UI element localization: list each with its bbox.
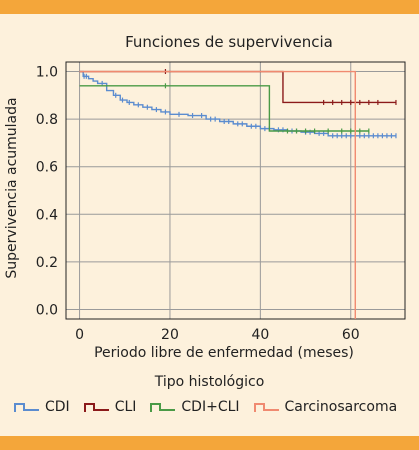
legend-swatch-carcinosarcoma <box>253 403 279 412</box>
legend-title: Tipo histológico <box>154 374 265 390</box>
top-accent-band <box>0 0 419 14</box>
y-tick-label: 0.2 <box>36 255 58 271</box>
plot-frame <box>65 61 406 320</box>
legend-item-carcinosarcoma: Carcinosarcoma <box>253 399 398 415</box>
bottom-accent-band <box>0 436 419 450</box>
series-line-cdi-cli <box>79 85 369 132</box>
legend-item-cli: CLI <box>83 399 137 415</box>
legend-item-cdi-cli: CDI+CLI <box>150 399 240 415</box>
y-axis-label: Supervivencia acumulada <box>4 97 20 278</box>
legend: CDI CLI CDI+CLI Carcinosarcoma <box>14 397 411 417</box>
y-tick-label: 0.0 <box>36 302 58 318</box>
series-layer <box>79 69 397 319</box>
y-tick-label: 0.4 <box>36 207 58 223</box>
legend-swatch-cdi-cli <box>150 403 176 412</box>
series-cdi <box>79 70 397 139</box>
y-tick-label: 0.8 <box>36 112 58 128</box>
x-tick-label: 40 <box>251 327 269 343</box>
chart-title: Funciones de supervivencia <box>125 33 333 51</box>
y-tick-label: 1.0 <box>36 65 58 81</box>
legend-label-cli: CLI <box>114 399 137 415</box>
x-axis-label: Periodo libre de enfermedad (meses) <box>94 345 354 361</box>
legend-label-cdi: CDI <box>45 399 70 415</box>
legend-item-cdi: CDI <box>14 399 70 415</box>
x-tick-label: 20 <box>161 327 179 343</box>
x-tick-label: 0 <box>75 327 84 343</box>
series-line-cli <box>79 70 396 104</box>
series-line-carcinosarcoma <box>79 70 356 319</box>
tick-labels: 0 20 40 60 0.0 0.2 0.4 0.6 0.8 1.0 <box>36 65 360 343</box>
series-carcinosarcoma <box>79 70 356 319</box>
y-tick-label: 0.6 <box>36 160 58 176</box>
series-cdi-cli <box>79 83 370 134</box>
legend-swatch-cli <box>83 403 109 412</box>
legend-label-cdi-cli: CDI+CLI <box>181 399 240 415</box>
legend-swatch-cdi <box>14 403 39 412</box>
legend-label-carcinosarcoma: Carcinosarcoma <box>284 399 398 415</box>
survival-chart: Funciones de supervivencia 0 20 40 60 0.0 0.2… <box>4 33 406 361</box>
x-tick-label: 60 <box>342 327 360 343</box>
grid-lines <box>66 62 405 319</box>
